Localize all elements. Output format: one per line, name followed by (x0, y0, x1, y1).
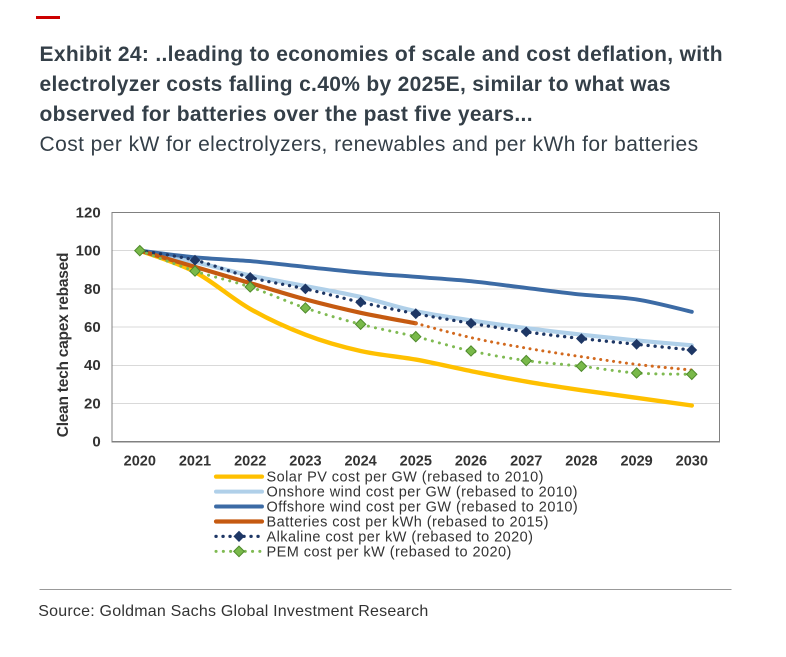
svg-text:2024: 2024 (344, 453, 376, 469)
svg-text:Offshore wind cost per GW (reb: Offshore wind cost per GW (rebased to 20… (267, 500, 579, 516)
svg-text:Onshore wind cost per GW (reba: Onshore wind cost per GW (rebased to 201… (267, 485, 578, 501)
svg-text:2030: 2030 (676, 453, 708, 469)
svg-text:Alkaline cost per kW (rebased: Alkaline cost per kW (rebased to 2020) (267, 530, 534, 546)
svg-text:2021: 2021 (179, 453, 211, 469)
svg-text:2023: 2023 (289, 453, 321, 469)
svg-text:PEM cost per kW (rebased to 20: PEM cost per kW (rebased to 2020) (267, 545, 512, 561)
svg-text:2027: 2027 (510, 453, 542, 469)
svg-text:2020: 2020 (124, 453, 156, 469)
svg-text:40: 40 (84, 357, 101, 374)
svg-text:2025: 2025 (400, 453, 432, 469)
svg-text:100: 100 (76, 243, 101, 260)
svg-text:Source: Goldman Sachs Global I: Source: Goldman Sachs Global Investment … (38, 603, 428, 620)
svg-text:2028: 2028 (565, 453, 597, 469)
svg-text:2022: 2022 (234, 453, 266, 469)
svg-text:20: 20 (84, 396, 101, 413)
svg-text:Batteries cost per kWh (rebase: Batteries cost per kWh (rebased to 2015) (267, 515, 549, 531)
svg-text:Solar PV cost per GW (rebased: Solar PV cost per GW (rebased to 2010) (267, 470, 544, 486)
svg-text:0: 0 (92, 434, 100, 451)
svg-text:80: 80 (84, 281, 101, 298)
svg-text:Clean tech capex rebased: Clean tech capex rebased (55, 253, 72, 437)
svg-text:2026: 2026 (455, 453, 487, 469)
svg-text:2029: 2029 (620, 453, 652, 469)
svg-text:120: 120 (76, 204, 101, 221)
svg-text:60: 60 (84, 319, 101, 336)
